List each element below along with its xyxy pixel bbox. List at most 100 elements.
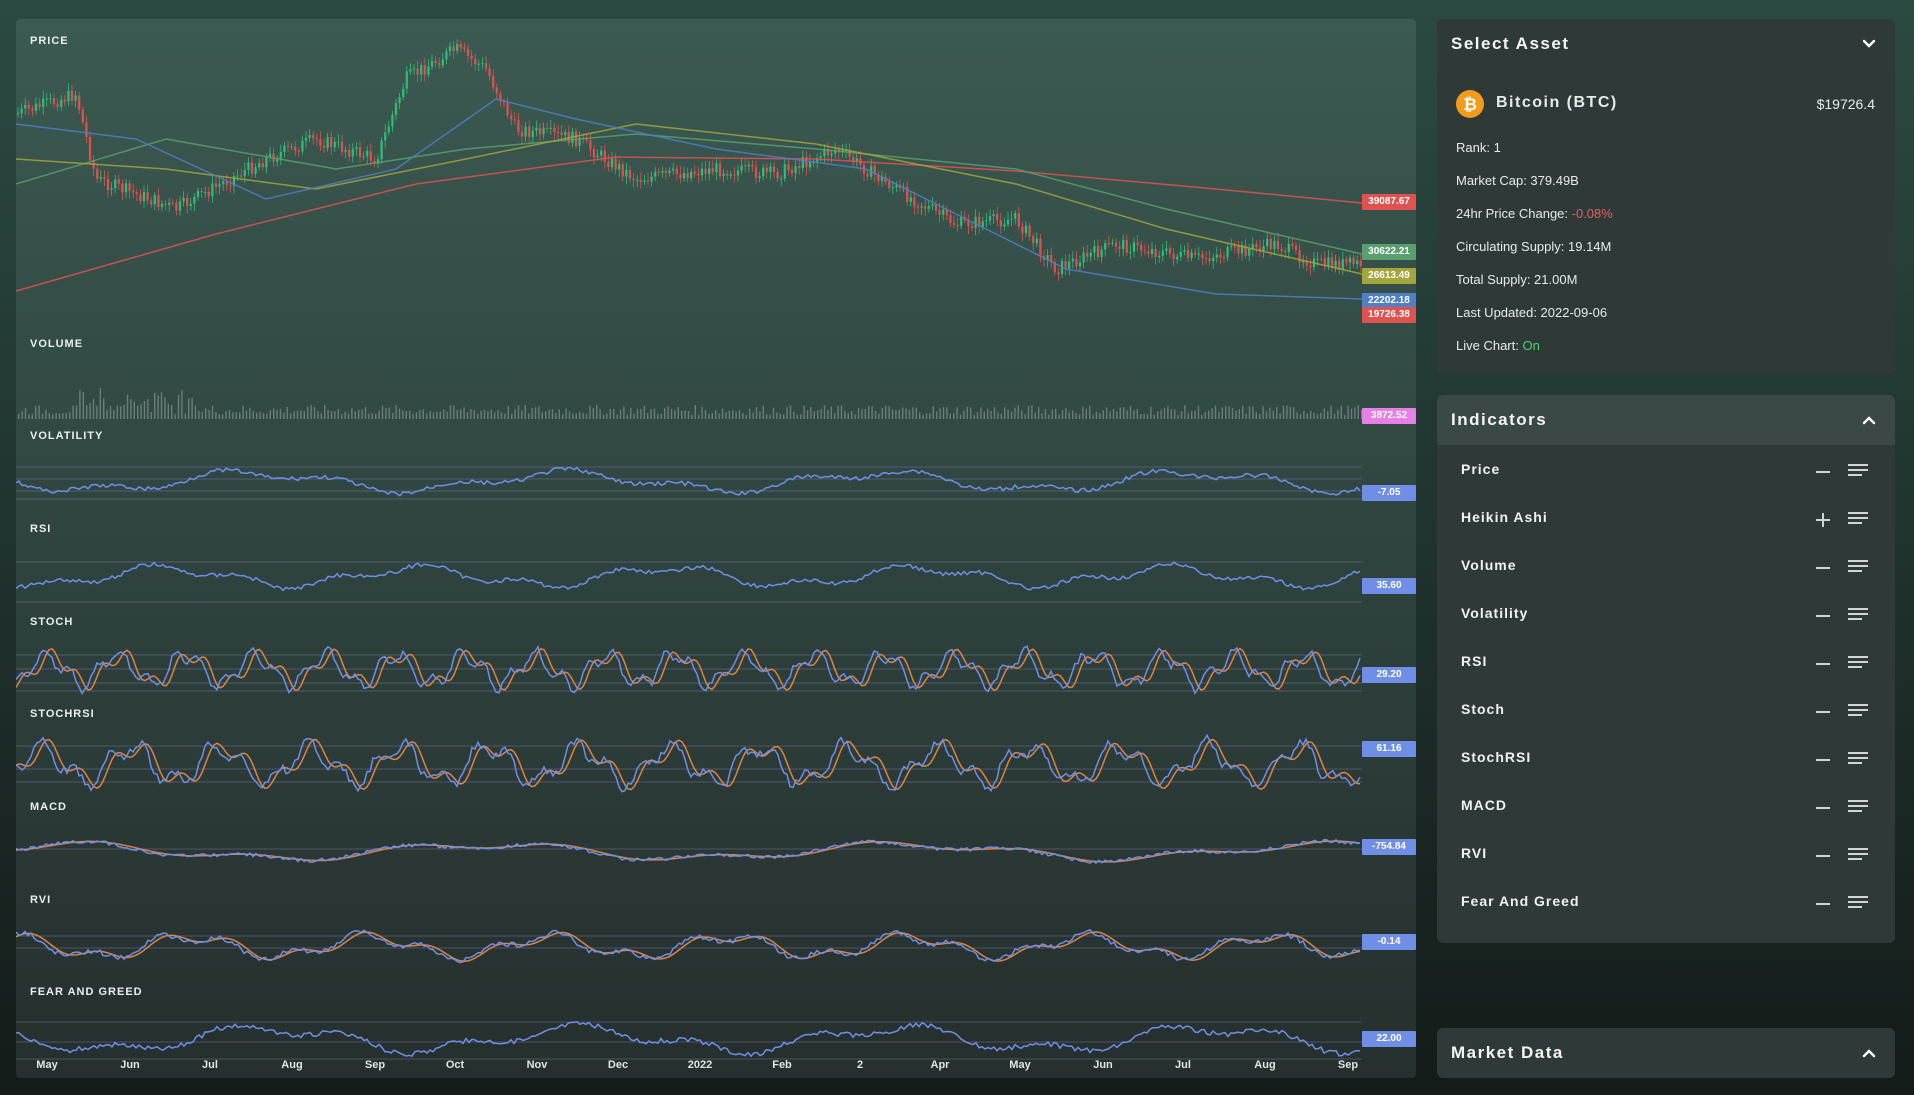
menu-lines-icon[interactable] [1847,510,1869,528]
plus-icon[interactable] [1814,511,1832,529]
candle-body [240,175,243,177]
candle-body [740,165,743,171]
candle-body [1294,245,1298,251]
menu-lines-icon[interactable] [1847,558,1869,576]
live-chart-value[interactable]: On [1522,338,1540,353]
indicator-row[interactable]: RVI [1437,831,1895,879]
indicator-row[interactable]: Stoch [1437,687,1895,735]
menu-lines-icon[interactable] [1847,462,1869,480]
indicator-row[interactable]: Heikin Ashi [1437,495,1895,543]
volume-bar [1143,414,1145,419]
asset-price-change: 24hr Price Change: -0.08% [1456,206,1613,221]
volume-bar [878,413,880,419]
volume-bar [72,405,74,419]
candle-body [715,163,718,173]
indicator-row[interactable]: Volatility [1437,591,1895,639]
minus-icon[interactable] [1814,751,1832,769]
volume-bar [769,414,771,419]
pane-label-rvi: RVI [30,894,52,906]
indicators-header[interactable]: Indicators [1437,395,1895,445]
candle-body [819,156,822,158]
candle-body [1248,248,1251,256]
volume-bar [555,413,557,419]
indicator-row[interactable]: Price [1437,447,1895,495]
volume-bar [752,412,754,419]
candle-body [45,98,48,100]
market-data-header[interactable]: Market Data [1437,1028,1895,1078]
candle-body [992,214,995,217]
chevron-down-icon[interactable] [1861,36,1877,52]
volume-bar [1293,407,1295,419]
x-axis-label: Feb [772,1059,792,1071]
menu-lines-icon[interactable] [1847,894,1869,912]
volume-bar [966,406,968,419]
menu-lines-icon[interactable] [1847,606,1869,624]
candle-body [650,176,653,182]
candle-body [200,190,203,193]
minus-icon[interactable] [1814,703,1832,721]
volume-bar [721,408,724,419]
menu-lines-icon[interactable] [1847,702,1869,720]
minus-icon[interactable] [1814,463,1832,481]
volume-bar [609,408,611,419]
candle-body [1327,257,1330,266]
volume-bar [514,409,516,419]
menu-lines-icon[interactable] [1847,654,1869,672]
menu-lines-icon[interactable] [1847,798,1869,816]
minus-icon[interactable] [1814,559,1832,577]
indicator-row[interactable]: Volume [1437,543,1895,591]
indicator-row[interactable]: MACD [1437,783,1895,831]
candle-body [1201,254,1204,258]
chevron-up-icon[interactable] [1861,1045,1877,1061]
select-asset-header[interactable]: Select Asset [1437,19,1895,69]
candle-body [754,166,758,178]
candle-body [362,156,365,158]
chevron-up-icon[interactable] [1861,412,1877,428]
candle-body [744,165,747,167]
live-chart-status[interactable]: Live Chart: On [1456,338,1540,353]
candle-body [1237,246,1240,254]
volume-bar [371,413,373,419]
volume-bar [976,411,979,419]
chart-canvas[interactable] [16,19,1416,1078]
volume-bar [177,394,180,419]
volume-bar [772,407,775,419]
indicator-row[interactable]: RSI [1437,639,1895,687]
volume-bar [854,414,856,419]
indicator-row[interactable]: Fear And Greed [1437,879,1895,927]
candle-body [1104,242,1107,250]
chart-panel[interactable]: PRICE VOLUME VOLATILITY RSI STOCH STOCHR… [16,19,1416,1078]
x-axis-label: Jul [202,1059,218,1071]
indicator-row[interactable]: StochRSI [1437,735,1895,783]
volume-bar [470,409,472,419]
volume-bar [147,399,149,419]
minus-icon[interactable] [1814,655,1832,673]
stoch-tag: 29.20 [1362,667,1416,683]
volume-bar [347,413,350,419]
candle-body [1244,245,1247,256]
volume-bar [18,413,20,419]
volume-bar [157,395,159,419]
price-tag-ma-3: 26613.49 [1362,268,1416,284]
volume-bar [1133,410,1135,419]
indicator-label: StochRSI [1461,749,1532,765]
candle-body [697,173,700,176]
minus-icon[interactable] [1814,847,1832,865]
candle-body [733,174,736,176]
minus-icon[interactable] [1814,895,1832,913]
candle-body [168,202,171,205]
candle-body [783,164,786,179]
volume-bar [215,411,217,419]
volume-bar [324,405,326,419]
candle-body [776,171,779,179]
candle-body [1262,246,1265,251]
candle-body [34,103,38,111]
candle-body [632,178,635,181]
minus-icon[interactable] [1814,607,1832,625]
candle-body [585,138,588,141]
minus-icon[interactable] [1814,799,1832,817]
volume-bar [28,414,30,419]
menu-lines-icon[interactable] [1847,846,1869,864]
candle-body [974,216,977,228]
menu-lines-icon[interactable] [1847,750,1869,768]
